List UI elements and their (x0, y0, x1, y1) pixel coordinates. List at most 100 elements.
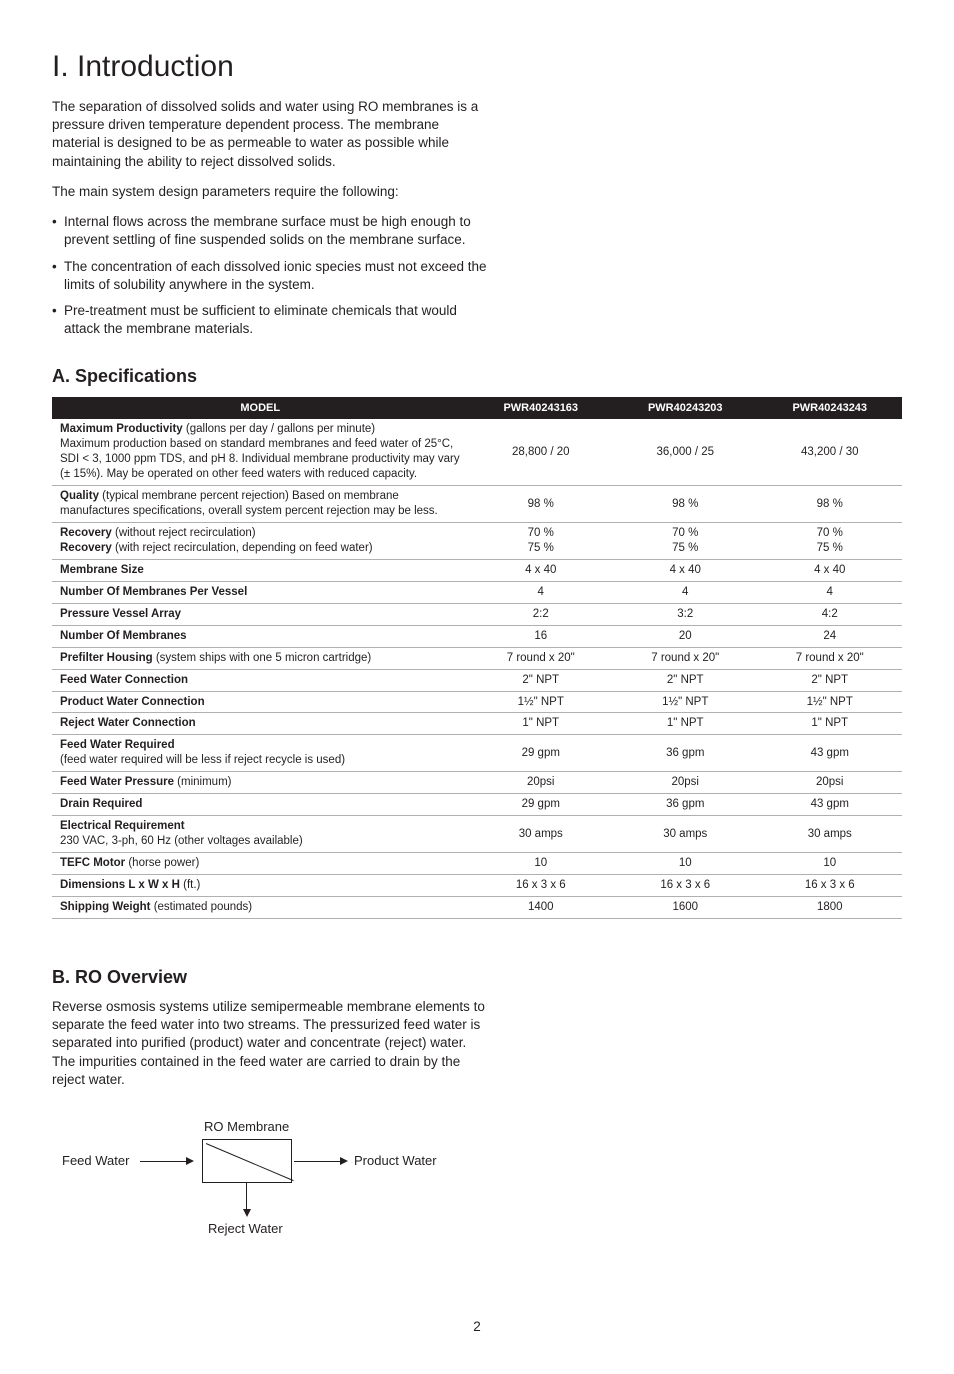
row-value: 1" NPT (469, 713, 614, 735)
specifications-heading: A. Specifications (52, 366, 902, 387)
list-item: The concentration of each dissolved ioni… (52, 258, 492, 294)
row-label: Pressure Vessel Array (52, 603, 469, 625)
row-value: 30 amps (613, 816, 758, 853)
table-row: Feed Water Required(feed water required … (52, 735, 902, 772)
row-value: 98 % (758, 486, 903, 523)
row-value: 4 x 40 (613, 559, 758, 581)
row-value: 10 (758, 853, 903, 875)
header-model: MODEL (52, 397, 469, 419)
row-value: 7 round x 20" (613, 647, 758, 669)
row-label: Maximum Productivity (gallons per day / … (52, 419, 469, 485)
table-row: Drain Required29 gpm36 gpm43 gpm (52, 794, 902, 816)
row-value: 16 x 3 x 6 (469, 874, 614, 896)
row-value: 7 round x 20" (469, 647, 614, 669)
row-value: 1800 (758, 896, 903, 918)
row-value: 4 x 40 (758, 559, 903, 581)
table-row: Reject Water Connection1" NPT1" NPT1" NP… (52, 713, 902, 735)
row-value: 2" NPT (613, 669, 758, 691)
page-number: 2 (52, 1319, 902, 1334)
row-value: 24 (758, 625, 903, 647)
row-value: 1400 (469, 896, 614, 918)
header-col-3: PWR40243243 (758, 397, 903, 419)
table-header-row: MODEL PWR40243163 PWR40243203 PWR4024324… (52, 397, 902, 419)
row-value: 70 %75 % (758, 523, 903, 560)
reject-arrow-line (246, 1183, 247, 1211)
feed-arrow-head (186, 1157, 194, 1165)
row-value: 1" NPT (613, 713, 758, 735)
table-row: Maximum Productivity (gallons per day / … (52, 419, 902, 485)
row-value: 2:2 (469, 603, 614, 625)
row-label: Feed Water Pressure (minimum) (52, 772, 469, 794)
row-value: 98 % (613, 486, 758, 523)
row-value: 20 (613, 625, 758, 647)
row-label: Drain Required (52, 794, 469, 816)
row-value: 4 (469, 581, 614, 603)
overview-paragraph: Reverse osmosis systems utilize semiperm… (52, 998, 492, 1089)
row-value: 28,800 / 20 (469, 419, 614, 485)
row-value: 16 x 3 x 6 (758, 874, 903, 896)
row-value: 30 amps (469, 816, 614, 853)
table-row: Recovery (without reject recirculation)R… (52, 523, 902, 560)
row-value: 16 x 3 x 6 (613, 874, 758, 896)
row-label: Feed Water Connection (52, 669, 469, 691)
row-value: 30 amps (758, 816, 903, 853)
row-value: 29 gpm (469, 735, 614, 772)
feed-arrow-line (140, 1161, 188, 1162)
row-label: Recovery (without reject recirculation)R… (52, 523, 469, 560)
list-item: Pre-treatment must be sufficient to elim… (52, 302, 492, 338)
row-value: 1600 (613, 896, 758, 918)
header-col-2: PWR40243203 (613, 397, 758, 419)
row-value: 3:2 (613, 603, 758, 625)
reject-arrow-head (243, 1209, 251, 1217)
row-value: 4:2 (758, 603, 903, 625)
row-label: Dimensions L x W x H (ft.) (52, 874, 469, 896)
row-value: 98 % (469, 486, 614, 523)
row-value: 29 gpm (469, 794, 614, 816)
row-value: 36 gpm (613, 735, 758, 772)
row-value: 10 (613, 853, 758, 875)
row-value: 36,000 / 25 (613, 419, 758, 485)
row-label: Electrical Requirement230 VAC, 3-ph, 60 … (52, 816, 469, 853)
row-label: Prefilter Housing (system ships with one… (52, 647, 469, 669)
row-value: 1½" NPT (613, 691, 758, 713)
row-label: Shipping Weight (estimated pounds) (52, 896, 469, 918)
list-item: Internal flows across the membrane surfa… (52, 213, 492, 249)
row-value: 4 (758, 581, 903, 603)
table-row: Number Of Membranes162024 (52, 625, 902, 647)
table-row: Number Of Membranes Per Vessel444 (52, 581, 902, 603)
product-arrow-head (340, 1157, 348, 1165)
row-label: Membrane Size (52, 559, 469, 581)
intro-paragraph-1: The separation of dissolved solids and w… (52, 98, 482, 171)
row-label: Reject Water Connection (52, 713, 469, 735)
label-feed-water: Feed Water (62, 1153, 129, 1168)
row-value: 16 (469, 625, 614, 647)
overview-heading: B. RO Overview (52, 967, 902, 988)
row-value: 2" NPT (469, 669, 614, 691)
row-label: TEFC Motor (horse power) (52, 853, 469, 875)
table-row: Prefilter Housing (system ships with one… (52, 647, 902, 669)
label-ro-membrane: RO Membrane (204, 1119, 289, 1134)
row-label: Number Of Membranes Per Vessel (52, 581, 469, 603)
row-value: 4 x 40 (469, 559, 614, 581)
header-col-1: PWR40243163 (469, 397, 614, 419)
table-row: Feed Water Pressure (minimum)20psi20psi2… (52, 772, 902, 794)
row-label: Quality (typical membrane percent reject… (52, 486, 469, 523)
row-value: 20psi (758, 772, 903, 794)
row-value: 43 gpm (758, 794, 903, 816)
row-value: 10 (469, 853, 614, 875)
row-value: 1" NPT (758, 713, 903, 735)
row-label: Feed Water Required(feed water required … (52, 735, 469, 772)
table-row: Product Water Connection1½" NPT1½" NPT1½… (52, 691, 902, 713)
row-label: Product Water Connection (52, 691, 469, 713)
row-value: 70 %75 % (469, 523, 614, 560)
table-row: Shipping Weight (estimated pounds)140016… (52, 896, 902, 918)
label-product-water: Product Water (354, 1153, 437, 1168)
ro-diagram: RO Membrane Feed Water Product Water Rej… (62, 1119, 462, 1239)
row-value: 4 (613, 581, 758, 603)
row-value: 70 %75 % (613, 523, 758, 560)
row-label: Number Of Membranes (52, 625, 469, 647)
row-value: 20psi (613, 772, 758, 794)
row-value: 1½" NPT (469, 691, 614, 713)
row-value: 43 gpm (758, 735, 903, 772)
row-value: 2" NPT (758, 669, 903, 691)
